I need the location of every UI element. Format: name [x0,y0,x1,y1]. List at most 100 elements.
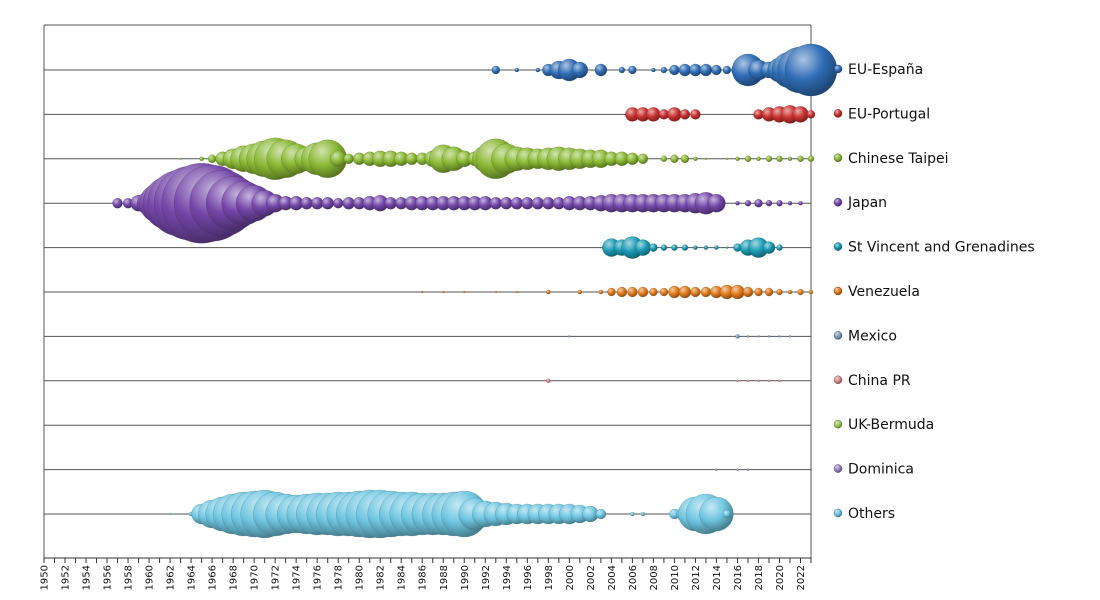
bubble [342,196,355,210]
bubble [630,511,635,517]
bubble [514,67,519,73]
bubble [707,193,726,213]
bubble [776,288,783,296]
bubble [112,197,123,209]
x-tick-label: 2004 [607,565,618,590]
bubble [746,335,750,338]
bubble [762,241,776,254]
x-tick-label: 1974 [292,565,303,590]
bubble [594,63,608,77]
bubble [807,155,815,163]
bubble [736,468,739,471]
series-row [44,468,811,471]
series-row [44,334,811,339]
bubble [704,157,708,161]
bubble [735,334,740,339]
bubble [784,43,838,97]
bubble [384,196,397,210]
legend-item: EU-España [833,62,923,78]
bubble [776,244,783,251]
bubble [649,287,658,297]
x-tick-label: 1950 [40,565,51,590]
bubble [746,468,750,471]
x-tick-label: 2016 [733,565,744,590]
bubble [321,196,334,210]
x-tick-label: 1976 [313,565,324,590]
legend-item: Mexico [833,328,897,344]
bubble [668,285,681,299]
x-tick-label: 1998 [544,565,555,590]
bubble [168,512,172,516]
x-tick-label: 2008 [649,565,660,590]
bubble [607,287,616,297]
legend-marker [833,419,843,429]
bubble [756,156,761,162]
legend-label: China PR [848,373,911,389]
x-tick-label: 2020 [775,565,786,590]
series-row [44,236,811,259]
legend-item: St Vincent and Grenadines [833,240,1035,256]
bubble [442,290,445,294]
bubble [806,110,816,119]
bubble [690,286,701,298]
bubble [667,107,682,122]
bubble [515,290,518,294]
series-row [44,137,815,181]
legend-label: Dominica [848,462,914,478]
x-tick-label: 1958 [124,565,135,590]
bubble [535,67,540,73]
bubble [725,157,729,161]
legend-item: Chinese Taipei [833,151,948,167]
legend-marker [833,331,843,340]
legend-label: Venezuela [848,284,920,300]
bubble [634,239,652,256]
bubble [715,468,718,471]
legend-label: St Vincent and Grenadines [848,240,1035,256]
bubble [679,109,691,120]
bubble [646,107,661,122]
x-tick-label: 1980 [355,565,366,590]
bubble [742,286,754,298]
legend-label: Japan [847,195,887,211]
bubble [179,157,182,161]
x-tick-label: 2010 [670,565,681,590]
legend-marker [833,197,843,207]
legend-item: EU-Portugal [833,106,930,122]
legend-label: Mexico [848,328,897,344]
bubble [649,243,658,252]
bubble [778,379,781,382]
bubble [300,196,313,210]
bubble [744,199,752,207]
bubble [343,153,354,165]
legend-marker [833,375,843,385]
legend-label: UK-Bermuda [848,417,934,433]
bubble [500,196,513,210]
bubble [757,335,760,338]
bubble [598,289,604,295]
x-tick-label: 1986 [418,565,429,590]
legend-item: Venezuela [833,284,920,300]
bubble [730,284,745,300]
bubble [693,156,698,162]
bubble [616,286,628,298]
bubble [788,335,792,338]
bubble [510,196,523,210]
x-tick-label: 2012 [691,565,702,590]
x-axis: 1950 1952 1954 1956 1958 1960 1962 1964 1966 1968… [40,557,812,590]
legend-item: Dominica [833,462,914,478]
bubble [628,65,637,75]
bubble [746,379,750,382]
bubble [671,244,678,251]
x-tick-label: 2006 [628,565,639,590]
bubble [690,109,701,120]
x-tick-label: 2000 [565,565,576,590]
x-tick-label: 1996 [523,565,534,590]
bubble [681,244,689,251]
bubble [531,196,544,210]
bubble [678,285,692,299]
series-row [44,105,816,124]
bubble [489,196,502,210]
x-tick-label: 1990 [460,565,471,590]
bubble [798,200,803,206]
